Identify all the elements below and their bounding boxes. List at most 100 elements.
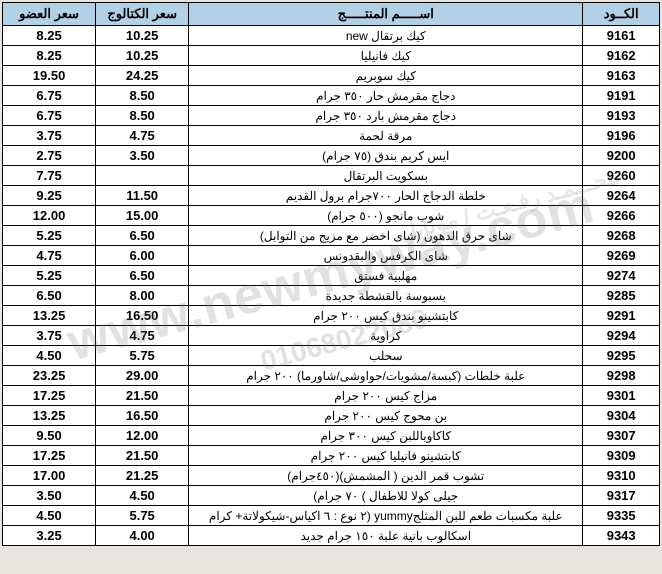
table-row: 9191دجاج مقرمش حار ٣٥٠ جرام8.506.75 [3,86,660,106]
cell-code: 9298 [583,366,660,386]
table-row: 9274مهلبية فستق6.505.25 [3,266,660,286]
cell-catalog-price: 3.50 [96,146,189,166]
cell-name: مزاج كيس ٢٠٠ جرام [189,386,583,406]
cell-name: كيك برتقال new [189,26,583,46]
table-row: 9294كراوية4.753.75 [3,326,660,346]
cell-name: كاكاوباللبن كيس ٣٠٠ جرام [189,426,583,446]
cell-catalog-price: 11.50 [96,186,189,206]
cell-member-price: 23.25 [3,366,96,386]
cell-code: 9193 [583,106,660,126]
table-row: 9310تشوب قمر الدين ( المشمش)(٤٥٠جرام)21.… [3,466,660,486]
cell-catalog-price: 21.50 [96,446,189,466]
cell-code: 9317 [583,486,660,506]
cell-name: كيك سوبريم [189,66,583,86]
table-row: 9196مرقة لحمة4.753.75 [3,126,660,146]
table-row: 9200ايس كريم بندق (٧٥ جرام)3.502.75 [3,146,660,166]
cell-catalog-price: 8.50 [96,106,189,126]
table-row: 9163كيك سوبريم24.2519.50 [3,66,660,86]
cell-code: 9274 [583,266,660,286]
cell-name: علبة مكسبات طعم للبن المثلجyummy (٢ نوع … [189,506,583,526]
table-row: 9317جيلى كولا للاطفال ) ٧٠ جرام)4.503.50 [3,486,660,506]
cell-name: بن محوج كيس ٢٠٠ جرام [189,406,583,426]
cell-member-price: 13.25 [3,306,96,326]
cell-catalog-price: 4.00 [96,526,189,546]
cell-name: اسكالوب بانية علبة ١٥٠ جرام جديد [189,526,583,546]
cell-name: شاى الكرفس والبقدونس [189,246,583,266]
cell-member-price: 8.25 [3,46,96,66]
table-row: 9162كيك فانيليا10.258.25 [3,46,660,66]
header-name: اســـــم المنتـــــج [189,3,583,26]
cell-code: 9294 [583,326,660,346]
cell-name: بسبوسة بالقشطة جديدة [189,286,583,306]
cell-name: مرقة لحمة [189,126,583,146]
cell-member-price: 6.75 [3,86,96,106]
cell-code: 9200 [583,146,660,166]
cell-code: 9291 [583,306,660,326]
cell-member-price: 3.25 [3,526,96,546]
cell-code: 9307 [583,426,660,446]
table-row: 9264خلطة الدجاج الحار ٧٠٠جرام برول القدي… [3,186,660,206]
cell-catalog-price [96,166,189,186]
cell-code: 9301 [583,386,660,406]
cell-member-price: 4.50 [3,506,96,526]
cell-member-price: 9.25 [3,186,96,206]
cell-catalog-price: 5.75 [96,506,189,526]
cell-code: 9264 [583,186,660,206]
cell-catalog-price: 21.50 [96,386,189,406]
price-table: الكــود اســـــم المنتـــــج سعر الكتالو… [2,2,660,546]
table-row: 9161كيك برتقال new10.258.25 [3,26,660,46]
cell-catalog-price: 10.25 [96,26,189,46]
header-member-price: سعر العضو [3,3,96,26]
header-catalog-price: سعر الكتالوج [96,3,189,26]
cell-member-price: 7.75 [3,166,96,186]
cell-code: 9196 [583,126,660,146]
table-row: 9193دجاج مقرمش بارد ٣٥٠ جرام8.506.75 [3,106,660,126]
header-code: الكــود [583,3,660,26]
cell-member-price: 3.50 [3,486,96,506]
cell-code: 9266 [583,206,660,226]
cell-name: جيلى كولا للاطفال ) ٧٠ جرام) [189,486,583,506]
table-row: 9309كابتشينو فانيليا كيس ٢٠٠ جرام21.5017… [3,446,660,466]
cell-catalog-price: 21.25 [96,466,189,486]
cell-member-price: 3.75 [3,126,96,146]
cell-member-price: 19.50 [3,66,96,86]
cell-name: سحلب [189,346,583,366]
cell-code: 9335 [583,506,660,526]
table-row: 9260بسكويت البرتقال7.75 [3,166,660,186]
cell-code: 9191 [583,86,660,106]
cell-catalog-price: 16.50 [96,306,189,326]
cell-name: دجاج مقرمش حار ٣٥٠ جرام [189,86,583,106]
cell-member-price: 17.00 [3,466,96,486]
table-row: 9304بن محوج كيس ٢٠٠ جرام16.5013.25 [3,406,660,426]
table-row: 9268شاى حرق الدهون (شاى اخضر مع مزيج من … [3,226,660,246]
cell-name: مهلبية فستق [189,266,583,286]
cell-member-price: 5.25 [3,226,96,246]
cell-code: 9162 [583,46,660,66]
cell-member-price: 2.75 [3,146,96,166]
cell-name: شوب مانجو (٥٠٠ جرام) [189,206,583,226]
table-row: 9298علبة خلطات (كبسة/مشويات/حواوشى/شاورم… [3,366,660,386]
cell-member-price: 17.25 [3,446,96,466]
table-header-row: الكــود اســـــم المنتـــــج سعر الكتالو… [3,3,660,26]
cell-code: 9343 [583,526,660,546]
table-row: 9295سحلب5.754.50 [3,346,660,366]
cell-code: 9285 [583,286,660,306]
cell-catalog-price: 6.50 [96,226,189,246]
cell-catalog-price: 29.00 [96,366,189,386]
table-row: 9285بسبوسة بالقشطة جديدة8.006.50 [3,286,660,306]
cell-catalog-price: 4.75 [96,126,189,146]
cell-member-price: 5.25 [3,266,96,286]
cell-code: 9304 [583,406,660,426]
cell-name: بسكويت البرتقال [189,166,583,186]
table-row: 9335علبة مكسبات طعم للبن المثلجyummy (٢ … [3,506,660,526]
cell-member-price: 13.25 [3,406,96,426]
cell-member-price: 6.50 [3,286,96,306]
cell-name: علبة خلطات (كبسة/مشويات/حواوشى/شاورما) ٢… [189,366,583,386]
cell-catalog-price: 24.25 [96,66,189,86]
cell-member-price: 8.25 [3,26,96,46]
table-row: 9269شاى الكرفس والبقدونس6.004.75 [3,246,660,266]
table-row: 9301مزاج كيس ٢٠٠ جرام21.5017.25 [3,386,660,406]
cell-name: كيك فانيليا [189,46,583,66]
cell-code: 9309 [583,446,660,466]
cell-catalog-price: 4.50 [96,486,189,506]
